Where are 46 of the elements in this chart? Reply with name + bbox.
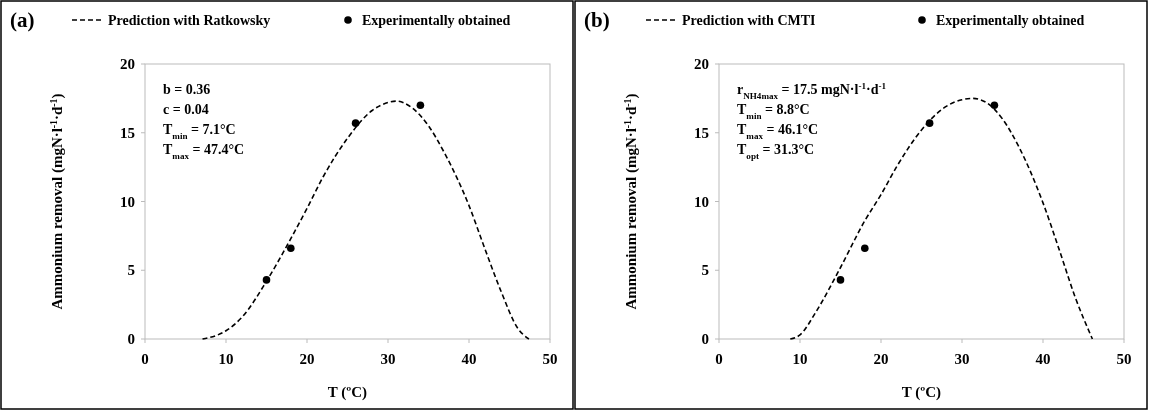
point [990,101,999,110]
x-tick-label: 50 [542,351,558,367]
y-tick-label: 0 [127,331,135,347]
annotation: T$_{max}$ = 47.4°C [163,142,245,161]
x-tick-label: 10 [218,351,234,367]
y-tick-label: 15 [694,124,709,141]
point [262,276,271,284]
x-tick-label: 30 [380,351,396,367]
x-axis-title: T (ºC) [901,384,942,401]
x-tick-label: 10 [792,351,808,367]
chart-title: (a) [10,8,35,32]
legend-label: Prediction with CMTI [682,13,816,28]
y-tick-label: 20 [120,56,135,72]
annotation: T$_{opt}$ = 31.3°C [737,142,815,161]
x-tick-label: 20 [873,351,889,367]
annotation: c = 0.04 [163,102,209,117]
x-tick-label: 40 [461,351,477,367]
annotation: T$_{min}$ = 7.1°C [163,122,236,141]
point [925,119,934,127]
x-tick-label: 0 [715,351,723,367]
point [836,276,845,284]
chart-title: (b) [584,8,610,32]
point [351,119,360,127]
point [861,244,869,253]
annotation: r$_{NH4max}$ = 17.5 mgN·l$^{-1}$·d$^{-1}$ [737,81,887,101]
y-tick-label: 15 [120,124,135,141]
x-tick-label: 20 [299,351,315,367]
point [416,101,425,110]
annotation: b = 0.36 [163,82,211,97]
y-tick-label: 5 [127,262,135,279]
y-tick-label: 0 [701,331,709,347]
legend-label: Prediction with Ratkowsky [108,13,271,28]
x-tick-label: 30 [954,351,970,367]
x-tick-label: 0 [141,351,149,367]
y-tick-label: 20 [694,56,709,72]
y-tick-label: 10 [694,193,709,210]
y-tick-label: 10 [120,193,135,210]
annotation: T$_{min}$ = 8.8°C [737,102,810,121]
x-tick-label: 50 [1116,351,1132,367]
y-tick-label: 5 [701,262,709,279]
legend-label: Experimentally obtained [362,13,511,28]
point [287,244,295,253]
annotation: T$_{max}$ = 46.1°C [737,122,819,141]
x-axis-title: T (ºC) [327,384,368,401]
legend-label: Experimentally obtained [936,13,1085,28]
x-tick-label: 40 [1035,351,1051,367]
